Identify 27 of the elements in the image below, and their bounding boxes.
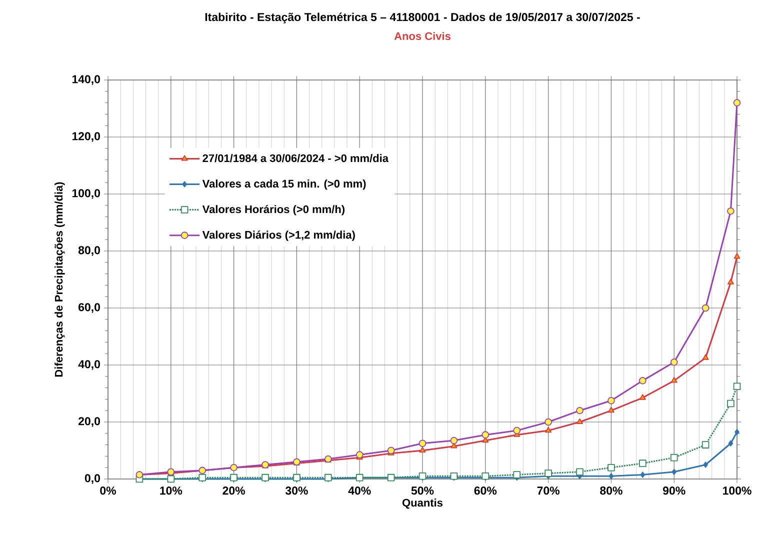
x-tick-label: 70% — [537, 486, 560, 495]
y-tick-label: 100,0 — [72, 189, 100, 199]
y-tick-label: 120,0 — [72, 132, 100, 142]
x-axis-title: Quantis — [402, 498, 443, 509]
y-tick-label: 80,0 — [78, 246, 100, 256]
legend-label: 27/01/1984 a 30/06/2024 - >0 mm/dia — [202, 154, 389, 162]
y-tick-label: 140,0 — [72, 75, 100, 85]
y-tick-label: 40,0 — [78, 360, 100, 370]
x-tick-label: 30% — [285, 486, 308, 495]
chart-title: Itabirito - Estação Telemétrica 5 – 41180001 - Dados de 19/05/2017 a 30/07/2025 - — [205, 12, 640, 24]
x-tick-label: 80% — [600, 486, 622, 495]
x-tick-label: 50% — [411, 486, 434, 495]
y-tick-label: 20,0 — [78, 417, 100, 427]
x-tick-label: 10% — [160, 486, 182, 495]
chart-subtitle: Anos Civis — [394, 32, 450, 40]
x-tick-label: 90% — [662, 486, 686, 495]
legend-label: Valores a cada 15 min. (>0 mm) — [202, 180, 366, 190]
legend-label: Valores Horários (>0 mm/h) — [202, 204, 345, 216]
y-axis-title: Diferenças de Precipitações (mm/dia) — [54, 182, 65, 377]
x-tick-label: 0% — [100, 486, 116, 495]
y-tick-label: 60,0 — [78, 303, 100, 313]
y-tick-label: 0,0 — [84, 474, 100, 484]
x-tick-label: 100% — [723, 486, 752, 495]
x-tick-label: 40% — [348, 486, 371, 495]
legend-label: Valores Diários (>1,2 mm/dia) — [202, 230, 355, 241]
x-tick-label: 60% — [474, 486, 497, 495]
x-tick-label: 20% — [222, 486, 245, 495]
